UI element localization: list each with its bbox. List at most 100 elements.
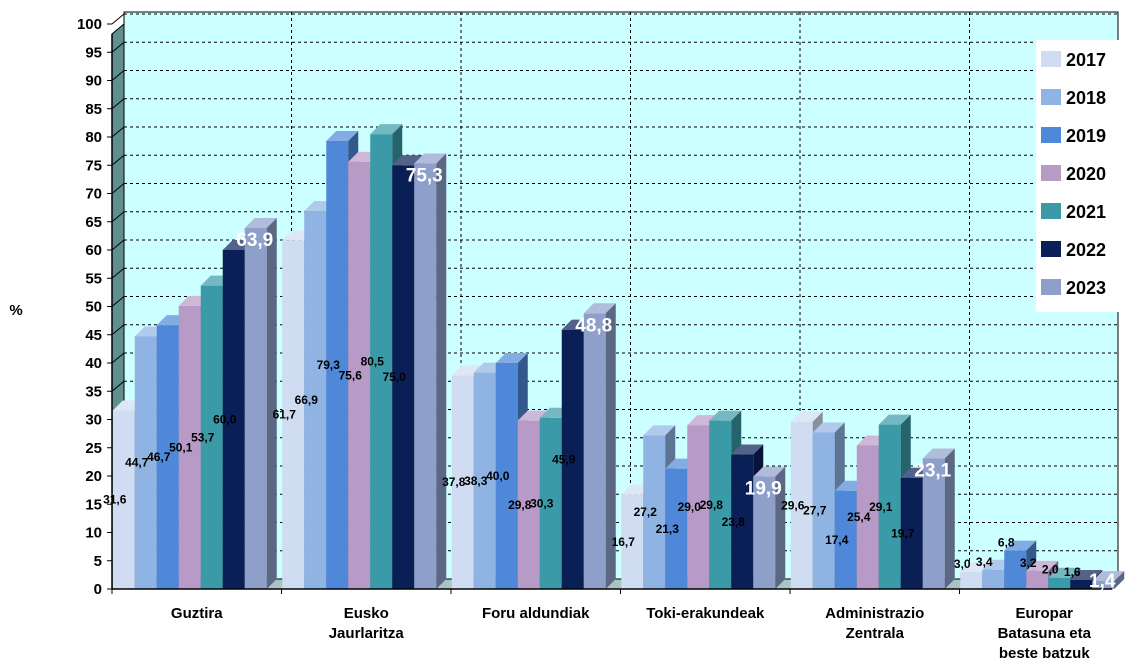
- x-category-label-line: Administrazio: [825, 605, 924, 622]
- bar-side: [266, 217, 277, 589]
- bar-front: [643, 435, 666, 589]
- x-category-label-line: Europar: [1015, 605, 1073, 622]
- y-tick-label: 95: [85, 44, 102, 61]
- bar-front: [473, 372, 496, 589]
- gridline-y-side: [111, 98, 125, 110]
- data-label: 16,7: [612, 535, 636, 549]
- y-tick-label: 10: [85, 525, 102, 542]
- bar-side: [605, 303, 616, 589]
- legend-swatch: [1041, 279, 1061, 295]
- data-label: 19,7: [891, 526, 915, 540]
- bar-front: [200, 285, 223, 589]
- data-label: 75,0: [383, 370, 407, 384]
- data-label: 75,3: [406, 166, 443, 187]
- data-label: 63,9: [236, 230, 273, 251]
- y-tick-label: 80: [85, 129, 102, 146]
- data-label: 23,8: [722, 515, 746, 529]
- bar-side: [944, 448, 955, 589]
- bar-top: [878, 414, 911, 425]
- bar-front: [304, 211, 327, 589]
- gridline-y-side: [111, 239, 125, 251]
- gridline-y-side: [111, 296, 125, 307]
- data-label: 31,6: [103, 493, 127, 507]
- data-label: 1,6: [1064, 565, 1081, 579]
- y-tick-label: 90: [85, 73, 102, 90]
- y-tick-label: 0: [94, 581, 102, 598]
- y-tick-label: 70: [85, 186, 102, 203]
- gridline-y-side: [111, 70, 125, 81]
- bar-front: [561, 329, 584, 589]
- bar-front: [495, 363, 518, 589]
- bar-front: [134, 336, 157, 589]
- bar-top: [1048, 567, 1081, 578]
- gridline-y-side: [111, 267, 125, 279]
- y-tick-label: 30: [85, 412, 102, 429]
- bar-side: [775, 466, 786, 589]
- bar-front: [1004, 550, 1027, 589]
- bar-front: [731, 454, 754, 589]
- data-label: 66,9: [295, 393, 319, 407]
- bar-front: [156, 325, 179, 589]
- bar-top: [709, 410, 742, 421]
- data-label: 25,4: [847, 510, 871, 524]
- legend-label: 2019: [1066, 126, 1106, 146]
- bar-front: [665, 468, 688, 589]
- x-category-label: Toki-erakundeak: [646, 605, 765, 622]
- bar-front: [517, 420, 540, 589]
- bar-top: [812, 422, 845, 433]
- bar-front: [392, 165, 415, 589]
- data-label: 21,3: [656, 522, 680, 536]
- x-category-label: Foru aldundiak: [482, 605, 590, 622]
- legend-label: 2018: [1066, 88, 1106, 108]
- legend-label: 2020: [1066, 164, 1106, 184]
- bar-front: [244, 227, 267, 589]
- x-category-label-line: Foru aldundiak: [482, 605, 590, 622]
- bar-front: [960, 572, 983, 589]
- bar-front: [282, 240, 305, 589]
- gridline-y-side: [111, 380, 125, 392]
- gridline-y-side: [111, 126, 125, 138]
- x-category-label-line: Zentrala: [846, 625, 905, 642]
- bar-top: [326, 130, 359, 141]
- data-label: 27,7: [803, 504, 827, 518]
- bar-top: [370, 124, 403, 135]
- x-category-label-line: Eusko: [344, 605, 389, 622]
- data-label: 23,1: [914, 460, 951, 481]
- bar-top: [753, 466, 786, 477]
- bar-front: [451, 375, 474, 589]
- x-category-label-line: Batasuna eta: [998, 625, 1092, 642]
- data-label: 79,3: [317, 358, 341, 372]
- bar: [753, 466, 786, 589]
- y-axis-title: %: [9, 302, 22, 319]
- x-category-label-line: Jaurlaritza: [329, 625, 405, 642]
- bar: [414, 153, 447, 589]
- bar-front: [812, 432, 835, 589]
- data-label: 45,9: [552, 452, 576, 466]
- gridline-y-side: [111, 211, 125, 223]
- data-label: 37,8: [442, 475, 466, 489]
- data-label: 44,7: [125, 456, 149, 470]
- data-label: 75,6: [339, 368, 363, 382]
- bar-front: [709, 420, 732, 589]
- bar: [1092, 571, 1125, 589]
- legend-swatch: [1041, 89, 1061, 105]
- bar-front: [1048, 577, 1071, 589]
- x-category-label: Europar Batasuna eta beste batzuk: [998, 605, 1092, 662]
- data-label: 3,0: [954, 557, 971, 571]
- gridline-y-side: [111, 13, 125, 25]
- y-tick-label: 35: [85, 383, 102, 400]
- bar-front: [414, 163, 437, 589]
- x-category-label: Eusko Jaurlaritza: [329, 605, 405, 642]
- data-label: 29,8: [700, 498, 724, 512]
- data-label: 29,0: [678, 500, 702, 514]
- bar-top: [495, 353, 528, 363]
- bar-top: [1092, 571, 1125, 582]
- y-tick-label: 85: [85, 101, 102, 118]
- bar-front: [326, 140, 349, 589]
- bar-top: [583, 303, 616, 314]
- bar-front: [834, 490, 857, 589]
- x-category-label-line: Guztira: [171, 605, 223, 622]
- bar-top: [643, 425, 676, 436]
- bar-front: [583, 313, 606, 589]
